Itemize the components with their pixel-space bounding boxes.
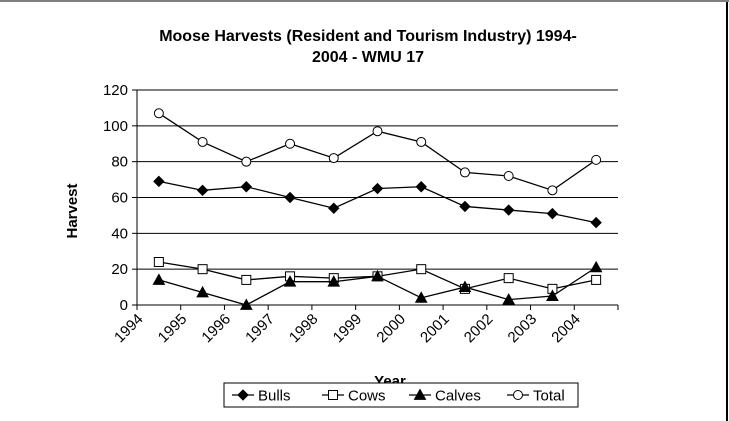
y-tick-label: 120: [103, 82, 128, 99]
data-point-total: [241, 156, 252, 167]
data-point-calves: [546, 289, 559, 301]
data-point-bulls: [153, 175, 165, 188]
data-point-bulls: [196, 184, 209, 197]
data-point-bulls: [502, 204, 515, 216]
data-point-bulls: [546, 207, 559, 220]
series-calves: [152, 260, 603, 310]
legend-item-cows: Cows: [322, 388, 386, 405]
y-tick-labels: 0 20 40 60 80 100 120: [103, 82, 128, 314]
data-point-cows: [503, 273, 514, 284]
data-point-total: [328, 153, 339, 164]
legend-marker: [237, 389, 249, 401]
legend-label: Total: [533, 388, 565, 405]
data-point-bulls: [459, 200, 471, 213]
data-point-calves: [327, 275, 341, 287]
data-point-total: [285, 138, 296, 149]
chart-title-line2: 2004 - WMU 17: [312, 49, 424, 66]
data-point-calves: [458, 280, 472, 292]
chart-title-line1: Moose Harvests (Resident and Tourism Ind…: [159, 28, 577, 45]
data-point-cows: [416, 264, 427, 275]
data-point-calves: [414, 291, 428, 303]
y-tick-label: 60: [111, 190, 128, 207]
series: [152, 108, 603, 310]
legend: Bulls Cows Calves Total: [223, 382, 579, 408]
data-point-calves: [152, 273, 166, 285]
y-tick-label: 0: [120, 297, 128, 314]
data-point-cows: [153, 257, 164, 267]
data-point-total: [197, 136, 208, 147]
data-point-cows: [591, 274, 602, 285]
series-bulls: [153, 175, 602, 229]
legend-marker: [328, 390, 338, 400]
data-point-calves: [502, 293, 516, 305]
data-point-total: [503, 171, 514, 181]
data-point-cows: [241, 274, 252, 285]
data-point-bulls: [371, 182, 384, 195]
legend-label: Bulls: [258, 388, 291, 405]
legend-label: Cows: [348, 388, 386, 405]
data-point-total: [372, 126, 383, 137]
y-tick-label: 40: [111, 225, 128, 242]
data-point-total: [547, 185, 558, 196]
data-point-total: [416, 136, 427, 147]
y-tick-label: 20: [111, 261, 128, 278]
data-point-calves: [589, 260, 603, 273]
legend-label: Calves: [435, 388, 481, 405]
legend-item-total: Total: [507, 388, 565, 405]
data-point-cows: [197, 264, 208, 275]
data-point-calves: [196, 285, 209, 298]
data-point-bulls: [284, 191, 296, 204]
data-point-calves: [371, 269, 384, 282]
series-total: [153, 108, 602, 196]
data-point-total: [459, 167, 470, 178]
legend-item-calves: Calves: [409, 388, 481, 405]
legend-item-bulls: Bulls: [232, 388, 291, 405]
y-axis-title: Harvest: [64, 183, 81, 238]
y-tick-label: 80: [111, 154, 128, 171]
data-point-bulls: [415, 181, 427, 193]
data-point-calves: [283, 275, 297, 287]
legend-marker: [513, 390, 523, 400]
data-point-total: [153, 108, 164, 119]
data-point-bulls: [328, 202, 340, 214]
gridlines: [137, 89, 618, 270]
data-point-bulls: [240, 181, 253, 193]
axes: [132, 89, 619, 310]
legend-marker: [413, 388, 427, 400]
data-point-calves: [239, 298, 253, 310]
data-point-total: [591, 154, 602, 165]
data-point-bulls: [590, 216, 602, 229]
y-tick-label: 100: [103, 118, 128, 135]
